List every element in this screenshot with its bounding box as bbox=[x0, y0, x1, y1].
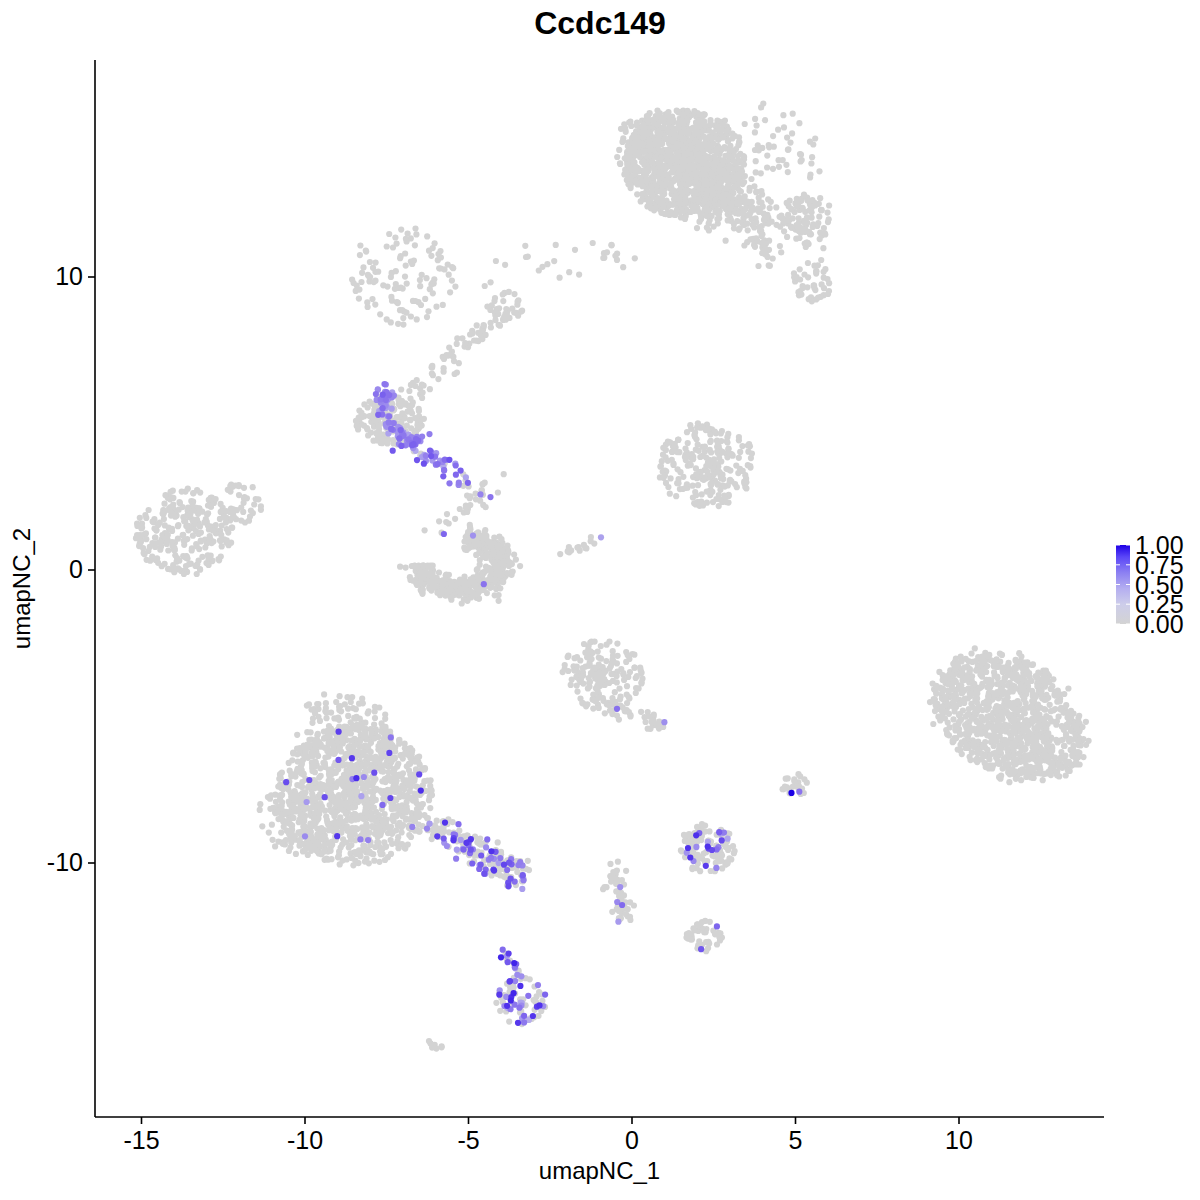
svg-text:0.00: 0.00 bbox=[1135, 610, 1184, 638]
